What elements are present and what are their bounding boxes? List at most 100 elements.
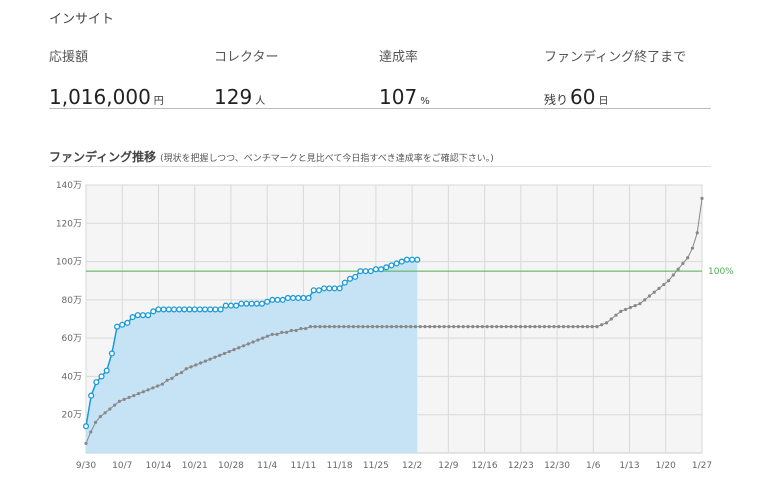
x-tick-label: 1/27 (692, 461, 712, 471)
actual-point (295, 294, 302, 301)
actual-point (139, 312, 146, 319)
actual-point (124, 319, 131, 326)
stat-collectors-label: コレクター (214, 50, 279, 65)
actual-point (414, 256, 421, 263)
actual-point (393, 260, 400, 267)
benchmark-point (466, 325, 470, 329)
stat-remaining-prefix: 残り (544, 93, 569, 107)
benchmark-point (170, 376, 174, 380)
actual-point (233, 302, 240, 309)
actual-point (331, 285, 338, 292)
benchmark-point (289, 328, 293, 333)
actual-area (86, 259, 418, 453)
benchmark-point (647, 294, 652, 298)
x-tick-label: 9/30 (76, 461, 96, 471)
actual-point (217, 306, 224, 313)
benchmark-point (241, 344, 246, 348)
actual-point (367, 268, 374, 275)
benchmark-point (676, 267, 680, 271)
stat-amount-unit: 円 (153, 96, 164, 107)
stat-rate-label: 達成率 (379, 50, 419, 65)
benchmark-point (432, 325, 437, 329)
benchmark-point (108, 407, 112, 411)
actual-point (155, 306, 162, 313)
benchmark-point (666, 279, 671, 283)
benchmark-point (361, 325, 365, 329)
benchmark-point (471, 325, 475, 329)
benchmark-point (437, 325, 441, 329)
benchmark-point (179, 371, 184, 375)
benchmark-point (600, 323, 604, 327)
benchmark-point (284, 330, 289, 334)
benchmark-point (84, 441, 88, 446)
benchmark-point (390, 325, 394, 329)
benchmark-point (638, 302, 642, 306)
actual-point (212, 306, 219, 313)
actual-point (274, 296, 281, 303)
chart-title-divider (49, 166, 711, 167)
benchmark-point (342, 325, 346, 329)
benchmark-point (394, 325, 398, 329)
actual-point (191, 306, 198, 313)
actual-point (176, 306, 183, 313)
benchmark-point (619, 309, 623, 313)
benchmark-line (85, 198, 703, 444)
benchmark-point (208, 357, 212, 361)
y-tick-label: 20万 (62, 411, 82, 421)
actual-point (279, 296, 286, 303)
x-tick-label: 12/9 (438, 461, 458, 471)
benchmark-point (628, 305, 632, 310)
benchmark-point (304, 326, 308, 331)
y-tick-label: 100万 (56, 258, 82, 268)
benchmark-point (480, 325, 484, 329)
benchmark-point (514, 325, 518, 329)
benchmark-point (203, 359, 207, 363)
benchmark-point (590, 325, 594, 329)
actual-point (207, 306, 214, 313)
benchmark-point (681, 261, 685, 266)
stat-collectors-unit: 人 (255, 96, 266, 107)
benchmark-point (237, 346, 241, 350)
y-tick-label: 120万 (56, 219, 82, 229)
stat-rate-unit: % (420, 96, 430, 107)
benchmark-point (633, 304, 637, 308)
actual-point (398, 258, 405, 265)
stat-amount-value: 1,016,000 (49, 85, 151, 109)
actual-point (372, 266, 379, 273)
benchmark-point (566, 325, 570, 329)
benchmark-point (523, 325, 527, 329)
y-tick-label: 60万 (62, 334, 82, 344)
stat-remaining: ファンディング終了まで 残り 60 日 (544, 46, 686, 109)
actual-point (202, 306, 209, 313)
benchmark-point (609, 317, 613, 321)
benchmark-point (385, 325, 389, 329)
x-tick-label: 12/16 (472, 461, 498, 471)
actual-point (383, 264, 390, 271)
chart-title-main: ファンディング推移 (49, 150, 157, 164)
benchmark-point (308, 325, 313, 329)
benchmark-point (156, 384, 160, 388)
benchmark-point (538, 325, 542, 329)
benchmark-point (218, 353, 222, 357)
goal-line-label: 100% (708, 267, 734, 277)
actual-point (378, 266, 385, 273)
benchmark-point (175, 372, 179, 377)
benchmark-point (475, 325, 480, 329)
actual-point (362, 268, 369, 275)
benchmark-point (294, 328, 298, 333)
benchmark-point (246, 342, 250, 346)
benchmark-point (447, 325, 451, 329)
stats-divider (49, 108, 711, 109)
benchmark-point (413, 325, 418, 329)
actual-point (238, 300, 245, 307)
benchmark-point (585, 325, 589, 329)
actual-point (388, 262, 395, 269)
x-tick-label: 12/30 (544, 461, 570, 471)
actual-point (119, 321, 126, 328)
benchmark-point (270, 332, 274, 336)
benchmark-point (132, 393, 136, 398)
benchmark-point (275, 332, 279, 336)
actual-point (305, 294, 312, 301)
x-tick-label: 11/25 (363, 461, 389, 471)
benchmark-point (280, 330, 284, 334)
